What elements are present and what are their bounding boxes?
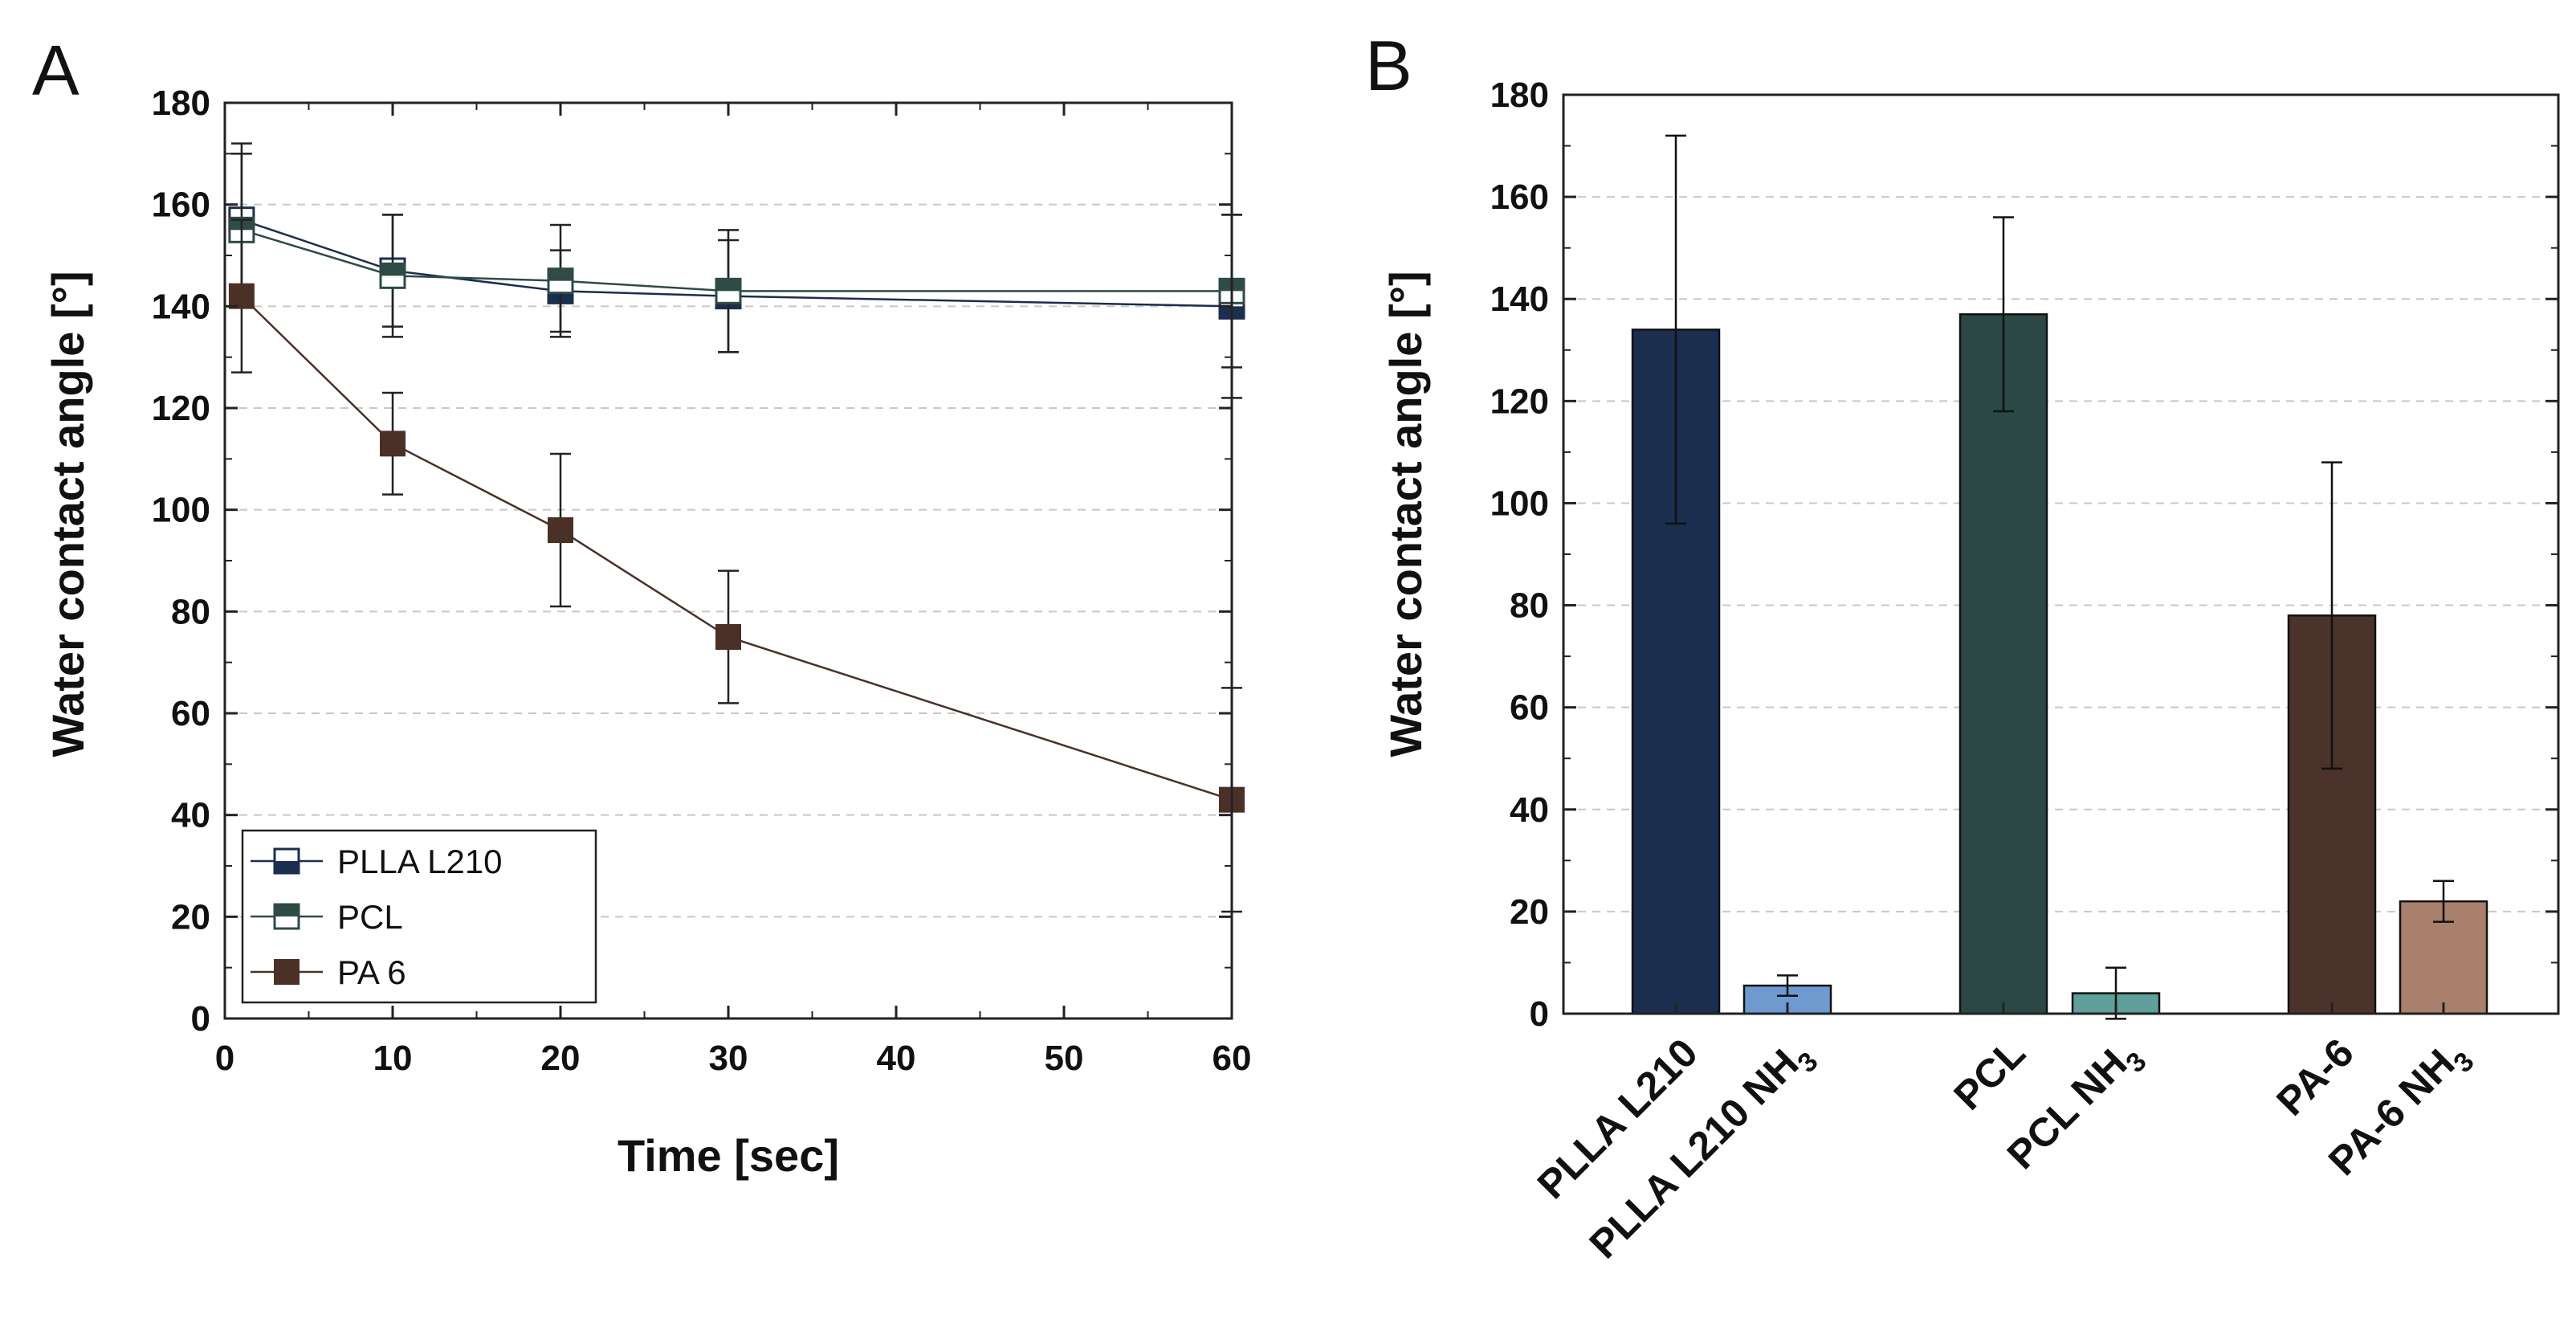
panel-a-data-point-fill [548, 268, 573, 281]
panel-a-legend-label: PCL [337, 898, 403, 936]
panel-b-y-tick-label: 40 [1510, 790, 1549, 830]
panel-a-legend: PLLA L210 PCL PA 6 [241, 829, 597, 1004]
panel-b-category-label: PCL [1945, 1030, 2033, 1118]
panel-b-bar [1958, 313, 2048, 1015]
panel-a-series-line [241, 295, 1233, 801]
panel-b-y-tick-label: 140 [1490, 280, 1549, 319]
panel-a-y-tick-label: 180 [152, 84, 210, 123]
panel-b-y-tick-label: 80 [1510, 586, 1549, 626]
panel-a-x-tick-label: 10 [373, 1039, 413, 1078]
panel-b-y-tick-label: 180 [1490, 76, 1549, 115]
panel-b-category-subscript: 3 [2120, 1047, 2152, 1079]
panel-a-legend-label: PA 6 [337, 953, 406, 991]
panel-a-y-tick-label: 0 [191, 999, 210, 1039]
panel-a-series-2 [228, 218, 1245, 913]
panel-a-x-tick-label: 20 [541, 1039, 581, 1078]
panel-a-axes: 0 20 40 60 80 100 120 140 160 180 0 10 20 30 40 50 60 [152, 84, 1252, 1078]
panel-a-y-tick-label: 60 [171, 694, 210, 733]
panel-a-data-point [548, 517, 573, 543]
panel-b-y-tick-label: 60 [1510, 688, 1549, 728]
panel-a-y-tick-label: 140 [152, 287, 210, 326]
panel-a-y-tick-label: 100 [152, 491, 210, 530]
panel-a-legend-label: PLLA L210 [337, 843, 503, 880]
panel-a-x-tick-label: 0 [215, 1039, 234, 1078]
panel-b-plot-frame [1562, 93, 2560, 1015]
panel-a-data-point [380, 431, 406, 457]
panel-b-category-subscript: 3 [2448, 1047, 2480, 1079]
panel-a-y-tick-label: 40 [171, 796, 210, 835]
panel-a-plot-frame [223, 101, 1233, 1020]
panel-b-category-label: PA-6 [2268, 1030, 2362, 1125]
panel-b-category-label: PLLA L210 NH3 [1581, 1030, 1824, 1273]
panel-a-data-point [715, 624, 741, 650]
panel-a-y-axis-title: Water contact angle [°] [43, 271, 93, 757]
panel-b-y-tick-label: 120 [1490, 382, 1549, 421]
panel-a-y-tick-label: 80 [171, 592, 210, 631]
panel-a-legend-marker-fill [275, 904, 299, 916]
panel-b-category-subscript: 3 [1791, 1047, 1824, 1079]
panel-b-y-axis-title: Water contact angle [°] [1380, 271, 1431, 757]
panel-b-y-tick-label: 0 [1530, 994, 1549, 1034]
panel-a-letter: A [32, 31, 79, 110]
panel-a-x-axis-title: Time [sec] [618, 1130, 839, 1181]
panel-a-grid [225, 203, 1232, 918]
panel-a-legend-marker-fill [275, 861, 299, 873]
panel-a-legend-marker [274, 959, 300, 985]
panel-a-x-tick-label: 60 [1213, 1039, 1252, 1078]
panel-b-y-tick-label: 20 [1510, 892, 1549, 932]
panel-b-y-tick-label: 100 [1490, 484, 1549, 523]
panel-a-x-tick-label: 40 [877, 1039, 916, 1078]
panel-a-data-point-fill [381, 263, 405, 276]
panel-a-data-point-fill [716, 279, 740, 292]
panel-b-y-tick-label: 160 [1490, 178, 1549, 217]
panel-a-y-tick-label: 160 [152, 186, 210, 225]
panel-a-y-tick-label: 20 [171, 897, 210, 937]
panel-b-grid [1563, 196, 2558, 912]
panel-a-series [228, 142, 1245, 913]
panel-a-data-point [228, 283, 255, 309]
panel-a-y-tick-label: 120 [152, 389, 210, 428]
panel-a-x-tick-label: 50 [1045, 1039, 1084, 1078]
panel-a-x-tick-label: 30 [709, 1039, 748, 1078]
panel-b-bars [1631, 134, 2488, 1020]
panel-b-letter: B [1365, 26, 1412, 105]
